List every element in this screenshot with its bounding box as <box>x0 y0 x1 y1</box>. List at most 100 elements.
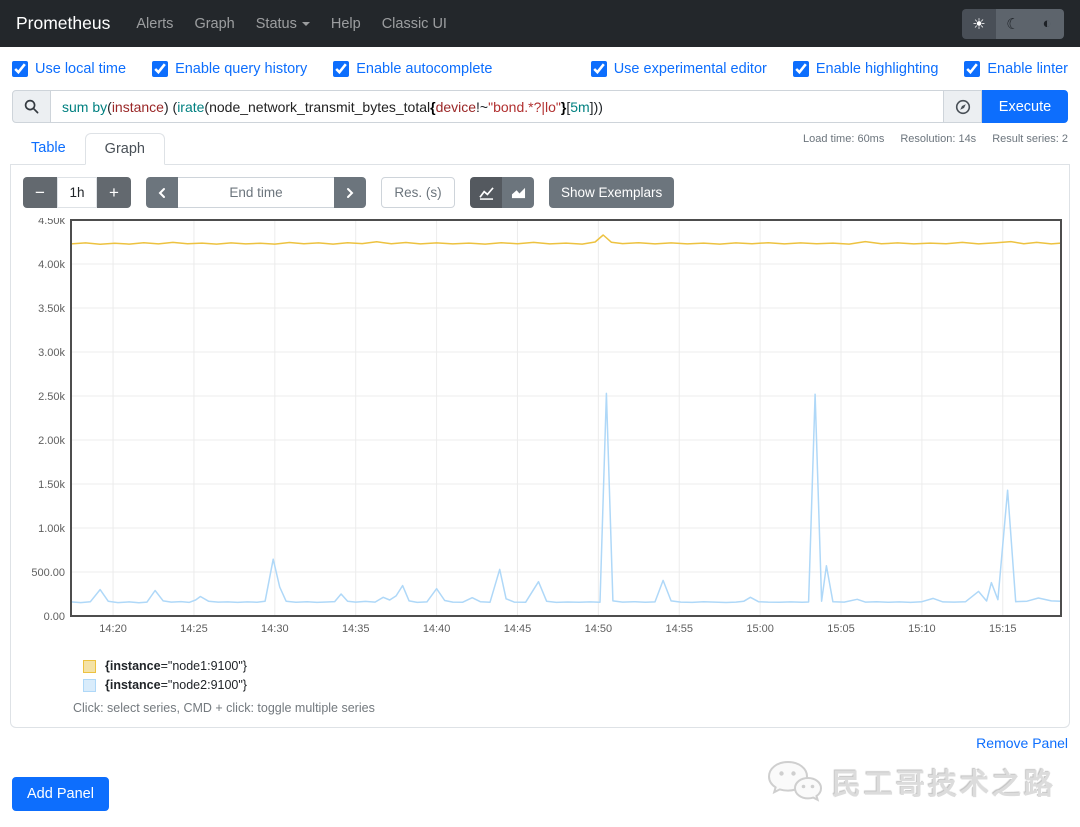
legend-item-node2[interactable]: {instance="node2:9100"} <box>83 678 1065 692</box>
dark-theme-button[interactable]: ☾ <box>996 8 1030 39</box>
wechat-logo-icon <box>767 760 822 802</box>
stacked-chart-toggle-button[interactable] <box>502 177 534 208</box>
stacked-chart-icon <box>511 187 525 198</box>
legend-swatch-node2 <box>83 678 96 692</box>
chevron-left-icon <box>158 187 165 198</box>
time-back-button[interactable] <box>146 177 178 208</box>
query-token-plain: [ <box>566 98 571 115</box>
tab-graph[interactable]: Graph <box>84 133 165 165</box>
legend-item-node1[interactable]: {instance="node1:9100"} <box>83 659 1065 673</box>
metrics-explorer-addon <box>943 90 982 123</box>
resolution-stat: Resolution: 14s <box>900 133 977 145</box>
metrics-explorer-icon[interactable] <box>955 99 971 115</box>
x-tick-label: 15:10 <box>908 623 936 635</box>
x-tick-label: 14:20 <box>99 623 127 635</box>
options-group-left: Use local time Enable query history Enab… <box>12 61 493 77</box>
query-token-brace: } <box>560 98 567 115</box>
enable-query-history-checkbox[interactable] <box>152 61 169 77</box>
enable-query-history-option[interactable]: Enable query history <box>152 61 307 77</box>
x-tick-label: 14:25 <box>180 623 208 635</box>
chevron-down-icon <box>301 21 310 26</box>
query-bar: sum by(instance) (irate(node_network_tra… <box>12 90 1068 123</box>
resolution-input[interactable] <box>381 177 455 208</box>
y-tick-label: 1.50k <box>38 479 65 491</box>
query-token-label: device <box>435 98 477 115</box>
use-experimental-editor-checkbox[interactable] <box>590 61 607 77</box>
query-token-label: instance <box>111 98 164 115</box>
range-value[interactable]: 1h <box>57 177 97 208</box>
query-expression-input[interactable]: sum by(instance) (irate(node_network_tra… <box>51 90 943 123</box>
series-line-1[interactable] <box>70 392 1062 604</box>
y-tick-label: 2.50k <box>38 391 65 403</box>
query-token-plain: ) ( <box>163 98 178 115</box>
chart-svg[interactable]: 0.00 500.00 1.00k 1.50k 2.00k 2.50k 3.00k 3.50k… <box>21 215 1065 642</box>
execute-button[interactable]: Execute <box>982 90 1068 123</box>
query-token-plain: ( <box>204 98 210 115</box>
enable-autocomplete-checkbox[interactable] <box>333 61 350 77</box>
search-icon <box>24 99 39 114</box>
tab-table[interactable]: Table <box>31 140 66 156</box>
legend-help-text: Click: select series, CMD + click: toggl… <box>73 701 375 715</box>
x-tick-label: 15:15 <box>989 623 1017 635</box>
y-tick-label: 2.00k <box>38 435 65 447</box>
navbar: Prometheus Alerts Graph Status Help Clas… <box>0 0 1080 47</box>
enable-highlighting-option[interactable]: Enable highlighting <box>792 61 938 77</box>
x-tick-label: 15:00 <box>746 623 774 635</box>
enable-linter-checkbox[interactable] <box>964 61 981 77</box>
nav-item-graph[interactable]: Graph <box>194 15 235 32</box>
time-forward-button[interactable] <box>334 177 366 208</box>
auto-theme-button[interactable]: ◐ <box>1030 8 1064 39</box>
remove-panel-row: Remove Panel <box>12 735 1068 753</box>
use-experimental-editor-option[interactable]: Use experimental editor <box>590 61 767 77</box>
nav-item-status[interactable]: Status <box>256 16 310 32</box>
query-stats: Load time: 60ms Resolution: 14s Result s… <box>803 133 1068 145</box>
legend-label-node1: {instance="node1:9100"} <box>105 659 247 673</box>
graph-panel: − 1h + Show Exemplars 0.00 500.00 1.00k 1.5… <box>10 165 1070 728</box>
line-chart-toggle-button[interactable] <box>470 177 502 208</box>
query-token-plain: ] <box>589 98 594 115</box>
y-tick-label: 4.50k <box>38 218 65 227</box>
use-local-time-option[interactable]: Use local time <box>12 61 126 77</box>
x-tick-label: 14:30 <box>261 623 289 635</box>
end-time-control-group <box>146 177 366 208</box>
moon-icon: ☾ <box>1006 15 1020 33</box>
sun-icon: ☀ <box>972 15 986 33</box>
x-tick-label: 15:05 <box>827 623 855 635</box>
query-token-keyword: by <box>92 98 108 115</box>
series-line-0[interactable] <box>70 234 1062 246</box>
y-tick-label: 1.00k <box>38 523 65 535</box>
tabs-band: Load time: 60ms Resolution: 14s Result s… <box>10 133 1070 165</box>
options-row: Use local time Enable query history Enab… <box>0 47 1080 77</box>
x-tick-label: 14:50 <box>585 623 613 635</box>
brand-prometheus[interactable]: Prometheus <box>16 13 111 33</box>
query-token-operator: !~ <box>476 98 489 115</box>
x-tick-label: 14:35 <box>342 623 370 635</box>
use-local-time-checkbox[interactable] <box>12 61 28 77</box>
end-time-input[interactable] <box>178 177 334 208</box>
query-token-brace: { <box>430 98 436 115</box>
x-tick-label: 14:45 <box>504 623 532 635</box>
time-series-chart[interactable]: 0.00 500.00 1.00k 1.50k 2.00k 2.50k 3.00k 3.50k… <box>21 215 1065 647</box>
query-token-plain: ( <box>107 98 112 115</box>
panel-tabs: Table Graph <box>10 133 1070 165</box>
watermark-text: 民工哥技术之路 <box>831 769 1056 801</box>
chart-legend: {instance="node1:9100"} {instance="node2… <box>83 659 1065 692</box>
nav-item-classic-ui[interactable]: Classic UI <box>381 15 447 32</box>
remove-panel-link[interactable]: Remove Panel <box>976 735 1068 751</box>
contrast-icon: ◐ <box>1042 15 1052 32</box>
enable-highlighting-checkbox[interactable] <box>792 61 809 77</box>
show-exemplars-button[interactable]: Show Exemplars <box>549 177 675 208</box>
add-panel-button[interactable]: Add Panel <box>12 777 109 811</box>
light-theme-button[interactable]: ☀ <box>962 8 996 39</box>
y-tick-label: 500.00 <box>31 567 65 579</box>
nav-item-alerts[interactable]: Alerts <box>136 15 174 32</box>
enable-linter-option[interactable]: Enable linter <box>964 61 1068 77</box>
load-time-stat: Load time: 60ms <box>803 133 885 145</box>
nav-item-help[interactable]: Help <box>330 15 361 32</box>
y-tick-label: 4.00k <box>38 259 65 271</box>
decrease-range-button[interactable]: − <box>23 177 57 208</box>
search-addon <box>12 90 51 123</box>
theme-toggle-group: ☀ ☾ ◐ <box>962 8 1064 39</box>
increase-range-button[interactable]: + <box>97 177 131 208</box>
enable-autocomplete-option[interactable]: Enable autocomplete <box>333 61 493 77</box>
